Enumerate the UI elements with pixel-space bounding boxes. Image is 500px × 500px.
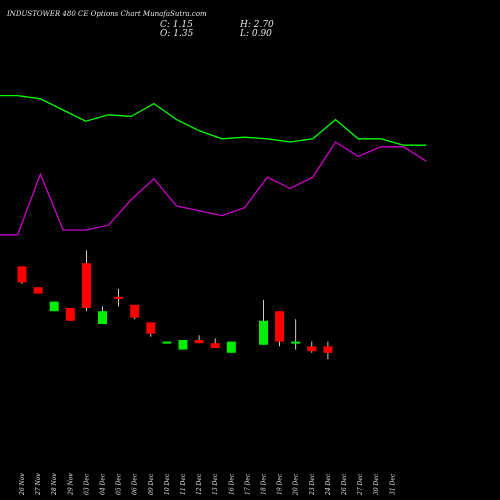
x-tick-label: 11 Dec (180, 473, 187, 495)
x-tick-label: 31 Dec (389, 473, 396, 495)
candle (17, 266, 27, 284)
x-tick-label: 30 Dec (373, 473, 380, 495)
close-value: C: 1.15 (160, 20, 193, 30)
x-tick-label: 27 Nov (35, 473, 42, 496)
candle-body (178, 340, 188, 350)
candle (178, 340, 188, 350)
candle (98, 306, 107, 324)
x-tick-label: 12 Dec (196, 473, 203, 495)
x-tick-label: 13 Dec (212, 473, 219, 495)
candle-body (65, 308, 75, 321)
candle (114, 288, 124, 307)
x-tick-label: 26 Dec (341, 473, 348, 496)
x-tick-label: 03 Dec (83, 473, 90, 495)
candle (210, 338, 220, 348)
candle-body (226, 341, 236, 353)
candle (194, 335, 204, 344)
x-tick-label: 18 Dec (261, 473, 268, 495)
x-tick-label: 16 Dec (228, 473, 235, 495)
x-tick-label: 09 Dec (148, 473, 155, 495)
candle-body (307, 346, 317, 352)
candle-body (33, 287, 43, 294)
candle-body (81, 263, 91, 308)
x-tick-label: 06 Dec (132, 473, 139, 495)
candles (17, 250, 333, 360)
x-tick-label: 19 Dec (277, 473, 284, 495)
candle (146, 322, 156, 337)
candle (275, 311, 285, 347)
x-tick-label: 29 Nov (67, 473, 74, 496)
candle (33, 287, 43, 294)
candle-body (130, 304, 140, 318)
chart-title: INDUSTOWER 480 CE Options Chart MunafaSu… (7, 10, 207, 18)
candle (226, 341, 236, 353)
candle-body (162, 341, 172, 344)
low-value: L: 0.90 (240, 29, 272, 39)
candle (307, 341, 317, 353)
high-value: H: 2.70 (240, 20, 274, 30)
x-tick-label: 05 Dec (116, 473, 123, 495)
candle (291, 319, 301, 350)
candle-body (291, 341, 301, 344)
x-axis-labels: 26 Nov 27 Nov 28 Nov 29 Nov 03 Dec 04 Dec 05 D… (19, 473, 396, 496)
candle-body (98, 311, 107, 324)
lower-indicator-line (0, 141, 427, 236)
candle-body (259, 320, 268, 345)
candle-body (114, 296, 124, 299)
x-tick-label: 04 Dec (100, 473, 107, 495)
candle (323, 341, 333, 360)
x-tick-label: 26 Nov (19, 473, 26, 496)
candle (81, 250, 91, 312)
x-tick-label: 17 Dec (244, 473, 251, 495)
candle (130, 304, 140, 320)
candle (259, 300, 268, 345)
candle (65, 308, 75, 321)
x-tick-label: 23 Dec (309, 473, 316, 496)
x-tick-label: 20 Dec (293, 473, 300, 496)
candle-body (194, 340, 204, 344)
x-tick-label: 24 Dec (325, 473, 332, 496)
candle-body (323, 346, 333, 353)
x-tick-label: 28 Nov (51, 473, 58, 496)
candle-body (210, 343, 220, 348)
candle-body (146, 322, 156, 334)
upper-indicator-line (0, 94, 427, 146)
x-tick-label: 27 Dec (357, 473, 364, 496)
candle-body (49, 301, 59, 312)
x-tick-label: 10 Dec (164, 473, 171, 495)
candle (162, 341, 172, 344)
candle (49, 301, 59, 312)
indicator-lines (0, 94, 427, 236)
open-value: O: 1.35 (160, 29, 194, 39)
candle-body (17, 266, 27, 283)
candle-body (275, 311, 285, 342)
